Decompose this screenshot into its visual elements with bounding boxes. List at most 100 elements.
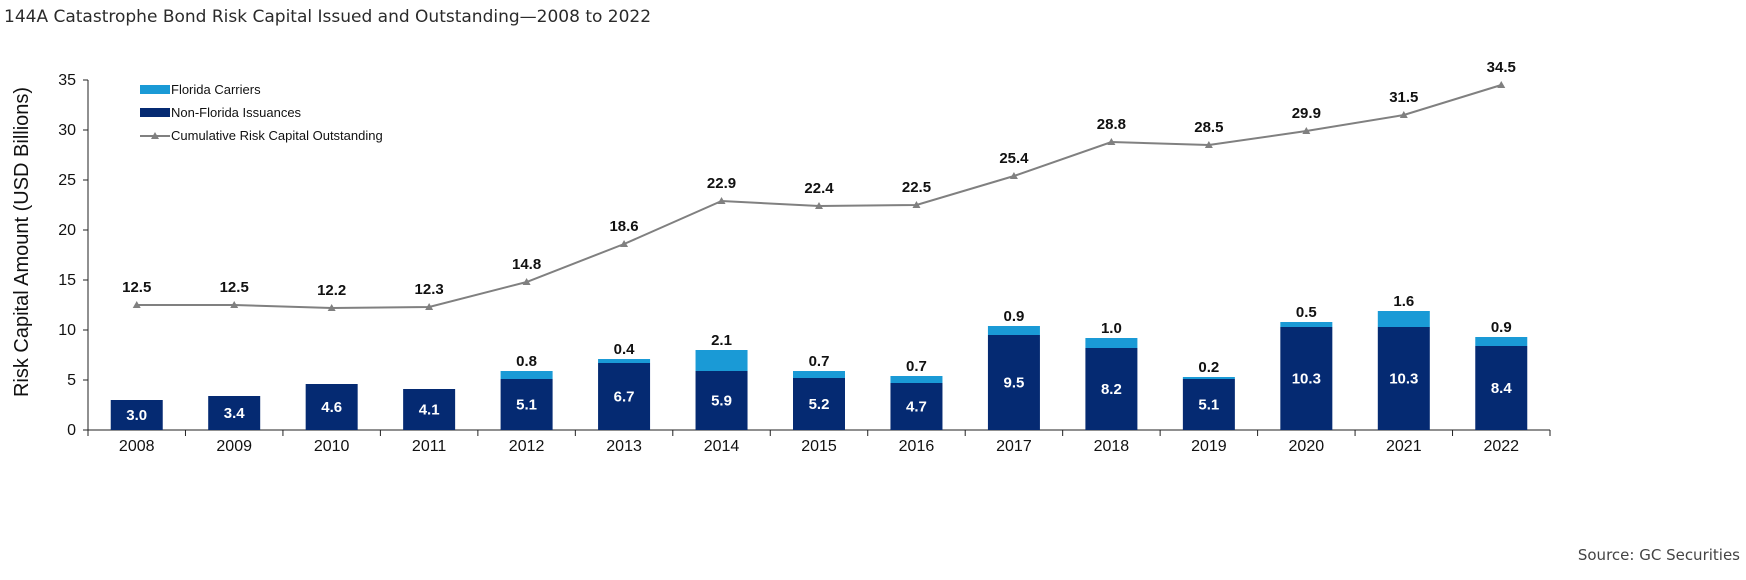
bar-label-non-florida: 6.7 [614,389,635,406]
line-data-label: 18.6 [609,218,638,235]
x-tick-label: 2018 [1094,438,1130,455]
line-point-marker [815,202,823,209]
axes: 0 5 10 15 20 25 30 35 2008 2009 2010 2011 2012 2013 20… [58,72,1551,455]
y-tick-label: 0 [67,422,76,439]
bar-label-florida: 0.7 [906,358,927,375]
bar-non-florida [403,389,456,430]
line-data-label: 12.2 [317,282,346,299]
bar-label-florida: 1.6 [1393,293,1414,310]
legend: Florida Carriers Non-Florida Issuances Cum… [140,82,383,143]
bar-florida [695,350,748,371]
x-tick-label: 2009 [216,438,252,455]
bar-non-florida [793,378,845,430]
x-tick-label: 2012 [509,438,545,455]
line-data-label: 28.5 [1194,119,1223,136]
bar-florida [793,371,845,378]
bar-florida [1475,337,1528,346]
x-tick-label: 2011 [412,438,447,455]
bar-label-non-florida: 10.3 [1292,371,1321,388]
bar-label-non-florida: 3.0 [126,407,147,424]
legend-label-florida: Florida Carriers [171,82,261,97]
x-tick-label: 2010 [314,438,350,455]
bar-florida [890,376,943,383]
line-point-marker [912,201,921,208]
bar-label-non-florida: 9.5 [1004,375,1025,392]
x-tick-label: 2008 [119,438,155,455]
bar-label-non-florida: 4.7 [906,399,927,416]
x-tick-label: 2019 [1191,438,1227,455]
line-point-marker [327,304,336,311]
bar-non-florida [110,400,163,430]
bar-label-non-florida: 4.1 [419,402,440,419]
bar-non-florida [890,383,943,430]
bar-florida [500,371,553,379]
y-tick-label: 35 [58,72,76,89]
y-tick-label: 5 [67,372,76,389]
bar-label-non-florida: 5.1 [516,397,537,414]
bar-non-florida [500,379,553,430]
bar-label-florida: 0.7 [809,353,830,370]
line-data-label: 34.5 [1487,59,1516,76]
line-point-marker [1009,172,1018,179]
legend-swatch-non-florida [140,108,170,117]
y-tick-label: 15 [58,272,76,289]
bar-non-florida [208,396,261,430]
line-point-marker [1107,138,1116,145]
line-data-label: 22.9 [707,175,736,192]
x-tick-label: 2014 [704,438,740,455]
x-tick-label: 2016 [899,438,935,455]
bar-florida [1377,311,1430,327]
legend-swatch-florida [140,85,170,94]
bar-florida [598,359,651,363]
line-point-marker [1302,127,1311,134]
bar-label-non-florida: 4.6 [321,399,342,416]
x-tick-label: 2021 [1386,438,1422,455]
bar-non-florida [598,363,651,430]
bar-label-florida: 0.8 [516,353,537,370]
bar-label-florida: 2.1 [711,332,732,349]
bar-label-florida: 0.9 [1491,319,1512,336]
line-point-marker [620,240,629,247]
y-tick-label: 30 [58,122,76,139]
x-tick-label: 2013 [606,438,642,455]
bar-label-non-florida: 8.4 [1491,380,1513,397]
bar-label-florida: 1.0 [1101,320,1122,337]
legend-label-non-florida: Non-Florida Issuances [171,105,302,120]
line-data-label: 31.5 [1389,89,1418,106]
cumulative-line: 12.5 12.5 12.2 12.3 14.8 18.6 22.9 22.4 22.5 25.4… [122,59,1516,311]
bars: 3.0 3.4 4.6 4.1 5.1 0.8 6.7 0.4 5.9 2.1 5.2 0.7 4.7 0… [110,293,1528,430]
bar-label-non-florida: 5.2 [809,396,830,413]
y-tick-label: 10 [58,322,76,339]
x-tick-label: 2015 [801,438,837,455]
bar-non-florida [695,371,748,430]
bar-label-non-florida: 5.1 [1198,397,1219,414]
line-point-marker [132,301,141,308]
bar-label-non-florida: 8.2 [1101,381,1122,398]
line-data-label: 22.4 [804,180,834,197]
source-note: Source: GC Securities [1577,546,1740,564]
line-point-marker [425,303,434,310]
bar-florida [1182,377,1235,379]
bar-non-florida [1475,346,1528,430]
line-data-label: 22.5 [902,179,931,196]
line-data-label: 28.8 [1097,116,1126,133]
bar-label-non-florida: 5.9 [711,393,732,410]
bar-non-florida [987,335,1040,430]
line-point-marker [1399,111,1408,118]
x-tick-label: 2020 [1289,438,1325,455]
bar-non-florida [1280,327,1333,430]
y-axis-label: Risk Capital Amount (USD Billions) [11,87,33,397]
bar-florida [987,326,1040,335]
line-point-marker [1497,81,1506,88]
bar-non-florida [1085,348,1138,430]
line-point-marker [1204,141,1213,148]
bar-non-florida [305,384,358,430]
bar-non-florida [1377,327,1430,430]
line-point-marker [522,278,531,285]
bar-florida [1085,338,1138,348]
y-tick-label: 20 [58,222,76,239]
line-point-marker [230,301,239,308]
bar-label-florida: 0.2 [1198,359,1219,376]
legend-marker-cumulative [151,132,159,139]
bar-florida [1280,322,1333,327]
